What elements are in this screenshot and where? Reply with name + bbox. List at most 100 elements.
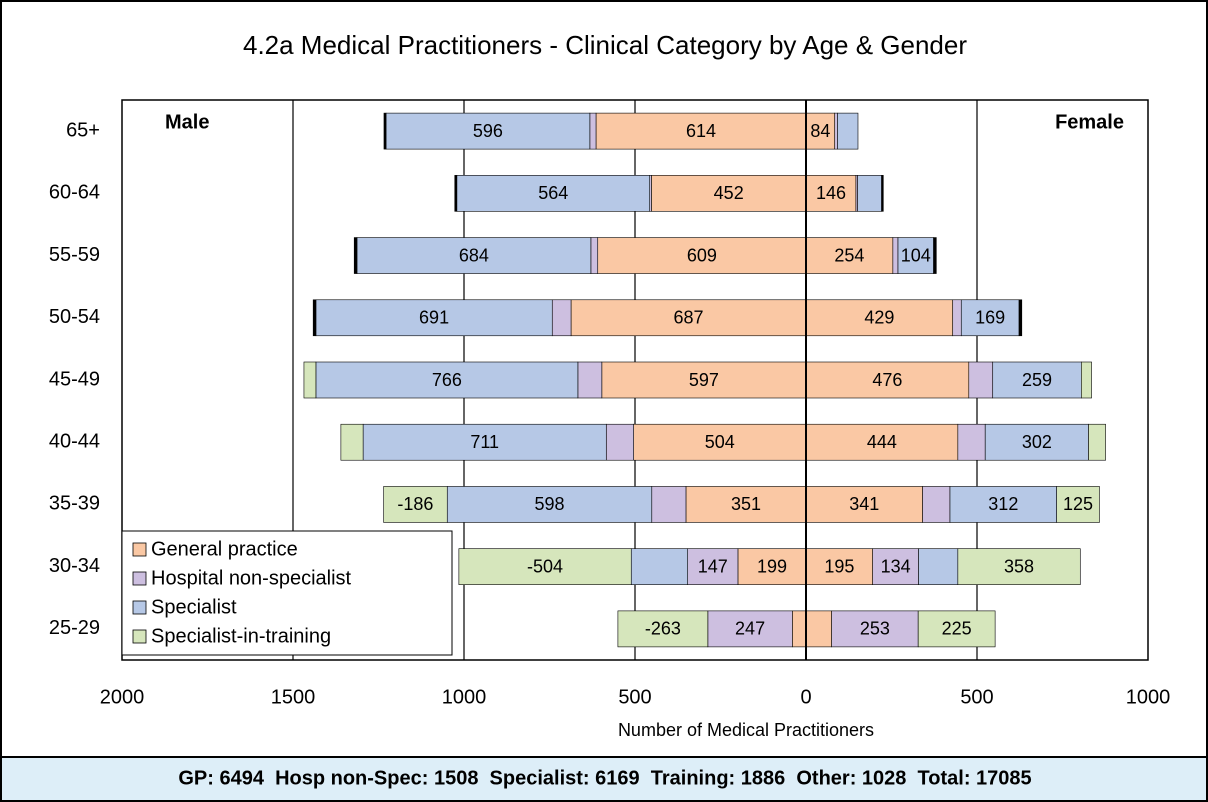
bar-segment (605, 423, 634, 461)
bar-segment (362, 423, 607, 461)
chart-title: 4.2a Medical Practitioners - Clinical Ca… (243, 30, 967, 60)
bar-segment (805, 548, 873, 585)
bar-segment (570, 299, 807, 337)
y-tick-label: 45-49 (49, 368, 100, 390)
x-tick-label: 0 (800, 686, 811, 708)
data-label: 598 (534, 494, 564, 514)
bar-segment (933, 237, 937, 274)
bar-segment (805, 237, 894, 274)
data-label: -186 (397, 494, 433, 514)
bar-segment (383, 112, 387, 150)
legend-label: General practice (151, 538, 298, 560)
data-label: 444 (867, 432, 897, 452)
data-label: 691 (419, 308, 449, 328)
data-label: 247 (735, 619, 765, 639)
bar-segment (630, 548, 688, 585)
data-label: 476 (872, 370, 902, 390)
bar-segment (456, 175, 651, 212)
bar-segment (353, 237, 358, 274)
bar-segment (385, 112, 591, 150)
bar-segment (340, 423, 364, 461)
bar-segment (651, 175, 807, 212)
bar-segment (551, 299, 572, 337)
bar-segment (968, 361, 994, 399)
legend-swatch (132, 571, 147, 586)
bar-segment (805, 175, 857, 212)
bar-segment (837, 112, 859, 150)
bar-segment (805, 610, 832, 648)
bar-segment (805, 299, 954, 337)
bar-segment (595, 112, 807, 150)
bar-segment (952, 299, 962, 337)
bar-segment (805, 486, 923, 523)
data-label: 766 (432, 370, 462, 390)
data-label: 125 (1063, 494, 1093, 514)
bar-segment (805, 112, 836, 150)
x-tick-label: 500 (618, 686, 651, 708)
data-label: 147 (698, 556, 728, 576)
data-label: 312 (988, 494, 1018, 514)
y-tick-label: 50-54 (49, 306, 100, 328)
bar-segment (577, 361, 603, 399)
bar-segment (872, 548, 919, 585)
legend-label: Specialist (151, 596, 237, 618)
data-label: 684 (459, 245, 489, 265)
data-label: 429 (864, 308, 894, 328)
bar-segment (831, 610, 919, 648)
x-tick-label: 1000 (1126, 686, 1171, 708)
bar-segment (857, 175, 882, 212)
x-axis-title: Number of Medical Practitioners (618, 720, 874, 740)
y-tick-label: 40-44 (49, 431, 100, 453)
bar-segment (992, 361, 1082, 399)
bar-segment (984, 423, 1089, 461)
bar-segment (707, 610, 793, 648)
bar-segment (1081, 361, 1092, 399)
legend-swatch (132, 629, 147, 644)
data-label: 452 (714, 183, 744, 203)
data-label: 225 (942, 619, 972, 639)
y-tick-label: 35-39 (49, 493, 100, 515)
bar-segment (590, 237, 599, 274)
x-tick-label: 2000 (100, 686, 145, 708)
bar-segment (805, 423, 959, 461)
data-label: 504 (705, 432, 735, 452)
bar-segment (917, 610, 996, 648)
y-tick-label: 25-29 (49, 617, 100, 639)
data-label: 259 (1022, 370, 1052, 390)
y-tick-label: 55-59 (49, 244, 100, 266)
bar-segment (1018, 299, 1023, 337)
bar-segment (687, 548, 739, 585)
bar-segment (651, 486, 687, 523)
data-label: 564 (538, 183, 568, 203)
data-label: 84 (810, 121, 830, 141)
bar-segment (918, 548, 959, 585)
data-label: 351 (731, 494, 761, 514)
data-label: 711 (470, 432, 499, 452)
legend-box (121, 530, 453, 656)
bar-segment (949, 486, 1057, 523)
bar-segment (792, 610, 807, 648)
bar-segment (685, 486, 807, 523)
male-label: Male (165, 111, 209, 133)
bar-segment (303, 361, 317, 399)
data-label: 195 (824, 556, 854, 576)
bar-segment (957, 423, 986, 461)
footer-text: GP: 6494 Hosp non-Spec: 1508 Specialist:… (178, 767, 1031, 789)
bar-segment (458, 548, 632, 585)
data-label: 146 (816, 183, 846, 203)
bar-segment (315, 361, 579, 399)
bar-segment (805, 361, 970, 399)
data-label: 254 (834, 245, 864, 265)
data-label: 341 (849, 494, 879, 514)
x-tick-label: 500 (960, 686, 993, 708)
bar-segment (383, 486, 448, 523)
bar-segment (315, 299, 553, 337)
bar-segment (922, 486, 951, 523)
data-label: 597 (689, 370, 719, 390)
bar-segment (312, 299, 317, 337)
x-tick-label: 1000 (442, 686, 487, 708)
bar-segment (737, 548, 807, 585)
y-tick-label: 60-64 (49, 182, 100, 204)
footer-band (2, 757, 1206, 800)
